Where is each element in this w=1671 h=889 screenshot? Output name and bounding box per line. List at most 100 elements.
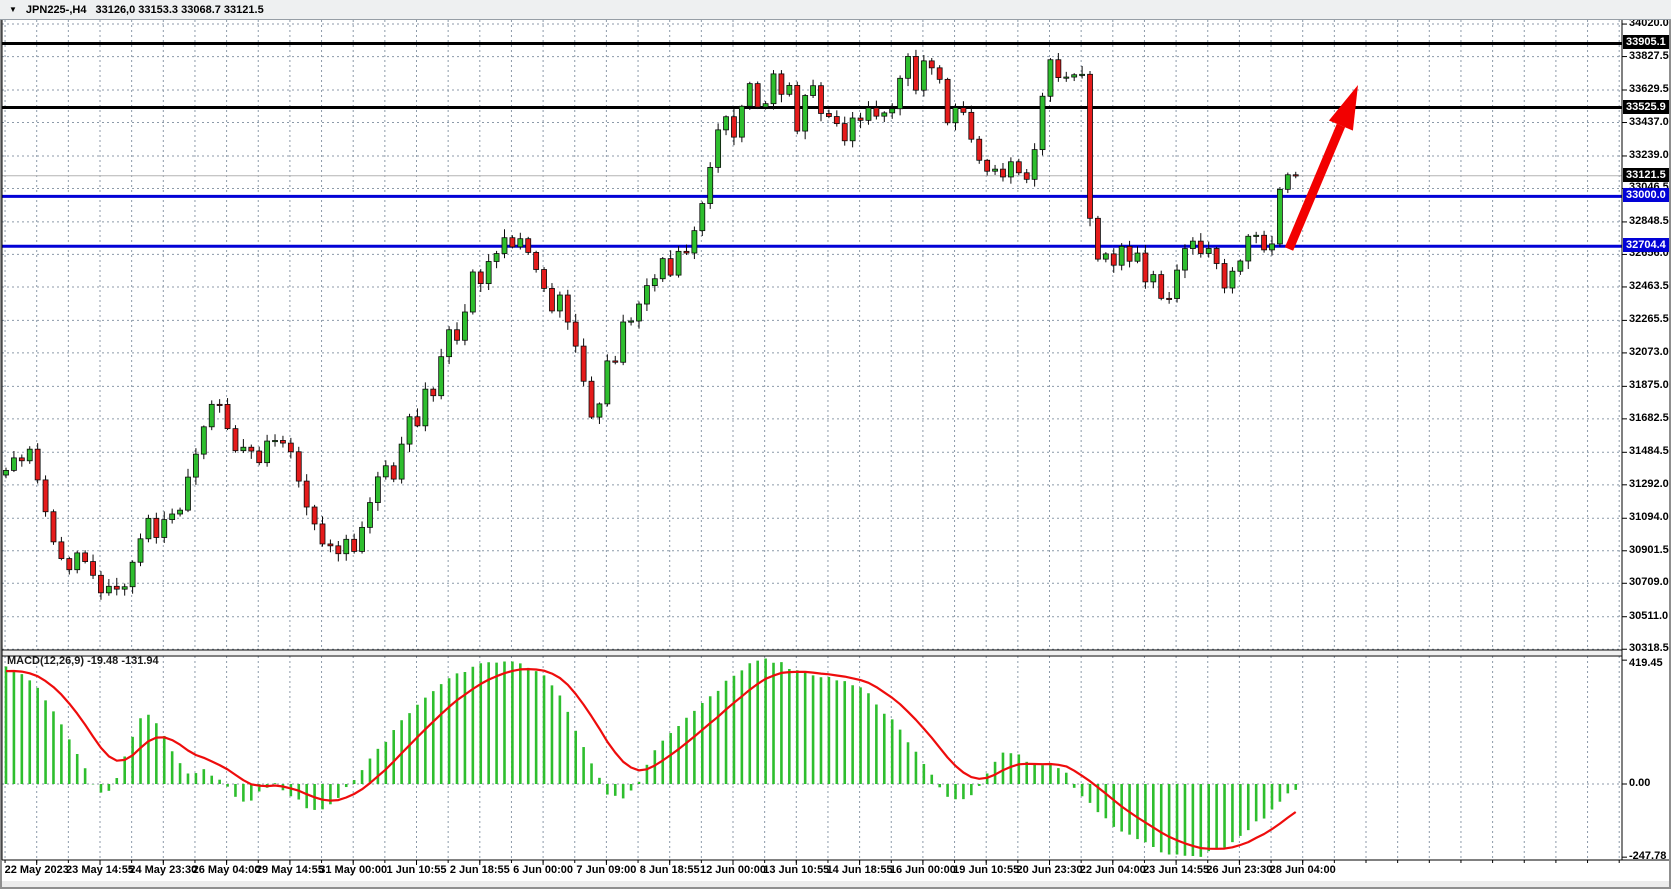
panel-borders bbox=[1, 20, 1669, 865]
candle-down bbox=[541, 269, 547, 289]
candle-down bbox=[1221, 263, 1228, 289]
candle-up bbox=[343, 538, 350, 555]
candle-down bbox=[533, 251, 540, 270]
candle-up bbox=[1071, 74, 1078, 78]
candle-down bbox=[818, 85, 824, 114]
candle-up bbox=[398, 443, 405, 480]
candle-up bbox=[462, 311, 468, 341]
candle-down bbox=[82, 552, 89, 562]
candle-up bbox=[881, 112, 888, 117]
candle-down bbox=[390, 465, 397, 480]
candle-down bbox=[1261, 234, 1267, 251]
candle-up bbox=[849, 117, 856, 142]
symbol-timeframe-label: JPN225-,H4 bbox=[25, 3, 87, 16]
candle-up bbox=[897, 77, 904, 110]
candle-down bbox=[873, 107, 880, 117]
candle-up bbox=[738, 105, 745, 138]
candle-up bbox=[359, 526, 365, 552]
candle-down bbox=[1087, 73, 1093, 219]
candle-up bbox=[659, 258, 666, 280]
candle-down bbox=[351, 538, 358, 552]
candle-up bbox=[469, 271, 476, 313]
candle-down bbox=[928, 60, 935, 69]
candle-up bbox=[137, 538, 144, 563]
candle-up bbox=[1039, 95, 1046, 151]
candle-down bbox=[18, 457, 25, 462]
candle-up bbox=[121, 586, 128, 590]
candle-up bbox=[786, 85, 793, 95]
candle-up bbox=[26, 448, 33, 462]
candle-down bbox=[1197, 240, 1204, 254]
candle-up bbox=[1047, 59, 1054, 97]
candle-up bbox=[556, 294, 563, 312]
candle-down bbox=[1126, 246, 1133, 262]
candle-up bbox=[177, 509, 183, 515]
candle-down bbox=[960, 107, 967, 113]
candle-up bbox=[185, 476, 191, 511]
candle-up bbox=[192, 453, 199, 478]
candle-up bbox=[240, 446, 247, 452]
candle-up bbox=[596, 403, 603, 418]
candle-down bbox=[976, 138, 983, 161]
ohlc-values: 33126,0 33153.3 33068.7 33121.5 bbox=[95, 3, 264, 16]
candle-up bbox=[200, 426, 207, 455]
candle-down bbox=[857, 117, 864, 121]
candle-down bbox=[430, 388, 437, 397]
candle-up bbox=[264, 440, 271, 464]
candle-down bbox=[1055, 59, 1062, 78]
candle-down bbox=[42, 479, 49, 513]
candle-down bbox=[841, 123, 848, 142]
candle-down bbox=[287, 442, 294, 453]
candle-down bbox=[50, 511, 57, 543]
macd-signal-line bbox=[5, 667, 1297, 850]
candle-up bbox=[1237, 260, 1244, 272]
candle-up bbox=[374, 476, 381, 503]
candle-down bbox=[248, 446, 255, 452]
candle-up bbox=[208, 403, 215, 428]
candle-up bbox=[651, 278, 658, 287]
candle-up bbox=[493, 253, 500, 262]
candle-down bbox=[580, 345, 587, 382]
candle-up bbox=[691, 230, 698, 254]
candle-down bbox=[232, 428, 239, 452]
candle-up bbox=[1063, 76, 1070, 79]
candle-down bbox=[1142, 252, 1149, 283]
candle-down bbox=[66, 558, 73, 571]
chart-title-bar: ▼ JPN225-,H4 33126,0 33153.3 33068.7 331… bbox=[0, 0, 1671, 20]
candle-up bbox=[1182, 248, 1188, 271]
candle-down bbox=[311, 506, 318, 525]
candle-up bbox=[74, 552, 81, 571]
candle-down bbox=[833, 116, 840, 124]
candle-up bbox=[604, 360, 611, 405]
candle-down bbox=[216, 403, 223, 406]
candle-down bbox=[454, 329, 460, 341]
candle-down bbox=[34, 448, 41, 481]
candle-up bbox=[1269, 243, 1275, 251]
candle-up bbox=[620, 321, 627, 363]
candle-up bbox=[485, 261, 492, 285]
candle-up bbox=[406, 416, 413, 445]
candle-down bbox=[778, 73, 785, 95]
candle-up bbox=[699, 203, 706, 232]
candle-up bbox=[628, 320, 634, 323]
candle-down bbox=[1023, 172, 1030, 180]
candle-up bbox=[905, 56, 911, 79]
candle-down bbox=[944, 78, 951, 124]
price-levels-layer bbox=[2, 41, 1622, 248]
candle-down bbox=[667, 258, 674, 276]
candle-up bbox=[3, 469, 9, 476]
candle-up bbox=[889, 108, 896, 114]
symbol-dropdown-icon[interactable]: ▼ bbox=[9, 4, 17, 14]
candle-up bbox=[1174, 269, 1180, 299]
candle-down bbox=[153, 517, 160, 538]
candle-down bbox=[303, 480, 310, 508]
candle-down bbox=[1000, 168, 1006, 178]
candle-up bbox=[1118, 246, 1125, 266]
candle-down bbox=[588, 380, 595, 418]
candle-down bbox=[754, 83, 761, 108]
candle-up bbox=[129, 561, 136, 588]
candle-up bbox=[105, 585, 112, 594]
